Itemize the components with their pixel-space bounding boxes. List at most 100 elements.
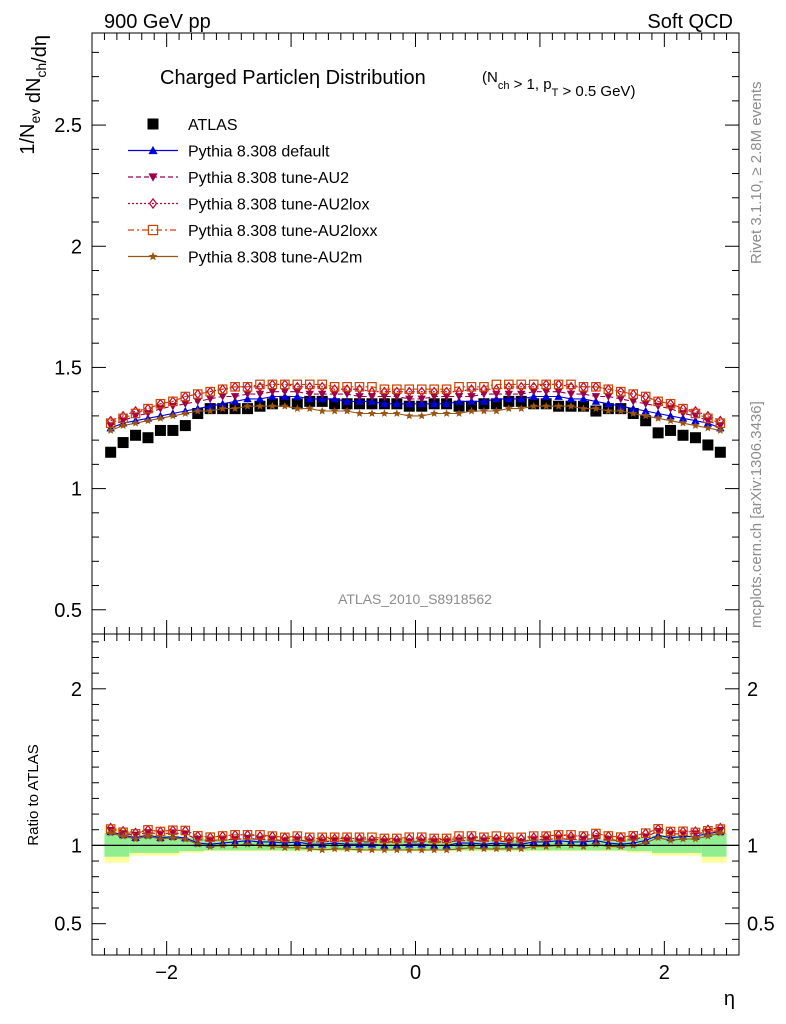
data-point [490, 398, 502, 410]
data-point [305, 390, 314, 399]
data-point [268, 392, 277, 400]
data-point [242, 403, 254, 415]
ratio-ytick-label-right: 2 [747, 679, 758, 701]
ratio-point [317, 832, 327, 843]
data-point [179, 420, 191, 432]
ratio-point [329, 832, 340, 843]
data-point [305, 381, 314, 393]
ratio-point [293, 843, 302, 852]
data-point [293, 404, 302, 413]
data-point [479, 406, 488, 415]
data-point [379, 384, 390, 395]
ratio-ylabel: Ratio to ATLAS [25, 744, 42, 845]
data-point [665, 424, 677, 436]
ratio-point [144, 832, 152, 840]
data-point [554, 402, 563, 410]
data-point [492, 384, 501, 395]
data-point [467, 384, 476, 395]
ratio-point [429, 833, 439, 844]
legend-label: Pythia 8.308 tune-AU2m [188, 250, 362, 267]
data-point [554, 392, 563, 400]
data-point [616, 402, 625, 410]
data-point [405, 395, 414, 404]
data-point [603, 384, 614, 395]
data-point [491, 379, 502, 390]
data-point [666, 405, 675, 413]
data-point [206, 395, 215, 404]
data-point [541, 388, 551, 396]
ratio-point [665, 826, 676, 837]
data-point [156, 414, 165, 422]
data-point [567, 402, 576, 410]
ratio-point [479, 832, 489, 843]
legend-marker [147, 118, 159, 130]
ratio-point [529, 842, 538, 850]
ratio-point [579, 842, 588, 850]
data-point [305, 394, 314, 403]
data-point [292, 379, 303, 390]
data-point [454, 393, 464, 401]
data-point [156, 405, 165, 413]
ratio-line [110, 829, 721, 843]
xtick-label: −2 [155, 962, 178, 984]
data-point [504, 390, 514, 399]
data-point [255, 379, 265, 390]
data-point [280, 402, 289, 410]
data-point [106, 426, 115, 434]
data-point [367, 409, 376, 417]
data-point [367, 382, 377, 392]
ratio-point [615, 832, 626, 842]
ratio-point [131, 834, 140, 843]
data-point [517, 390, 526, 399]
data-point [628, 389, 639, 399]
data-point [206, 406, 215, 415]
data-point [392, 409, 401, 417]
main-ytick-label: 1.5 [54, 357, 82, 379]
ratio-point [242, 829, 253, 840]
data-point [280, 388, 290, 396]
data-point [255, 390, 265, 399]
data-point [467, 406, 476, 415]
ratio-point [578, 831, 589, 841]
data-point [131, 418, 140, 427]
data-point [367, 393, 377, 401]
data-point [205, 386, 216, 397]
data-point [317, 379, 327, 390]
data-point [678, 403, 688, 414]
legend-entry: Pythia 8.308 tune-AU2 [128, 170, 349, 187]
ratio-point [542, 842, 551, 850]
data-point [604, 406, 613, 415]
ratio-point [455, 844, 464, 853]
ratio-point [355, 845, 364, 854]
data-point [392, 393, 402, 401]
ratio-point [703, 831, 712, 840]
data-point [417, 395, 426, 404]
ratio-point [616, 842, 625, 850]
ratio-band-inner [129, 835, 180, 853]
data-point [181, 400, 190, 408]
ratio-point [255, 830, 265, 840]
data-point [243, 402, 252, 410]
data-point [317, 394, 327, 403]
ratio-point [454, 831, 464, 841]
data-point [143, 410, 153, 418]
data-point [504, 379, 514, 390]
data-point [566, 390, 576, 399]
data-point [554, 388, 563, 396]
data-point [516, 379, 527, 390]
data-point [566, 379, 576, 390]
legend-marker [148, 197, 158, 210]
data-point [304, 379, 315, 390]
data-point [591, 397, 601, 405]
ratio-point [119, 831, 128, 840]
legend-entry: Pythia 8.308 default [128, 144, 330, 161]
data-point [429, 384, 439, 395]
ratio-point [455, 833, 463, 844]
data-point [404, 384, 415, 395]
ratio-point [181, 834, 190, 843]
data-point [231, 404, 240, 413]
ratio-point [504, 833, 513, 844]
data-point [416, 384, 427, 395]
ratio-point [430, 845, 439, 854]
main-ytick-label: 1 [71, 479, 82, 501]
